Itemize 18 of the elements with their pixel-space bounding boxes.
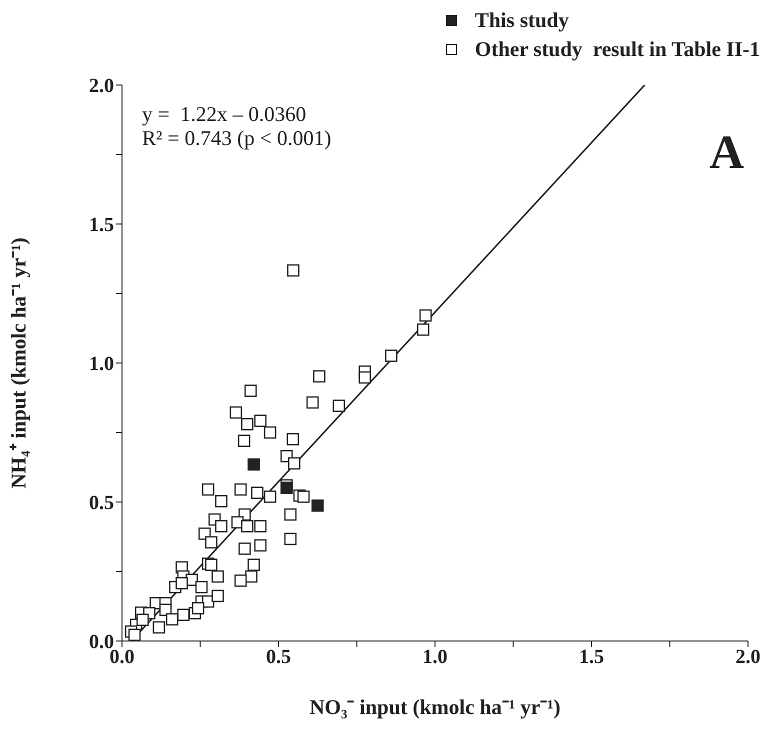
x-tick-label: 1.0 [422,646,448,668]
y-tick-label: 1.0 [89,353,114,376]
point [248,458,260,471]
point [311,499,324,512]
legend-label: Other study result in Table II-1 [474,36,760,63]
annotation: A [709,125,744,180]
x-tick-label: 1.5 [579,646,604,668]
y-tick-label: 0.5 [89,492,114,514]
point [280,482,293,494]
y-tick-label: 2.0 [89,75,114,98]
y-axis-title: NH₄⁺ input (kmolc ha⁻¹ yr⁻¹) [6,237,30,489]
x-axis-title: NO₃⁻ input (kmolc ha⁻¹ yr⁻¹) [309,695,561,719]
annotation: R² = 0.743 (p < 0.001) [142,126,332,150]
legend-label: This study [474,7,569,34]
x-tick-label: 0.5 [266,646,291,668]
x-tick-label: 2.0 [736,646,760,668]
y-tick-label: 1.5 [89,214,114,236]
annotation: y = 1.22x – 0.0360 [142,102,308,126]
